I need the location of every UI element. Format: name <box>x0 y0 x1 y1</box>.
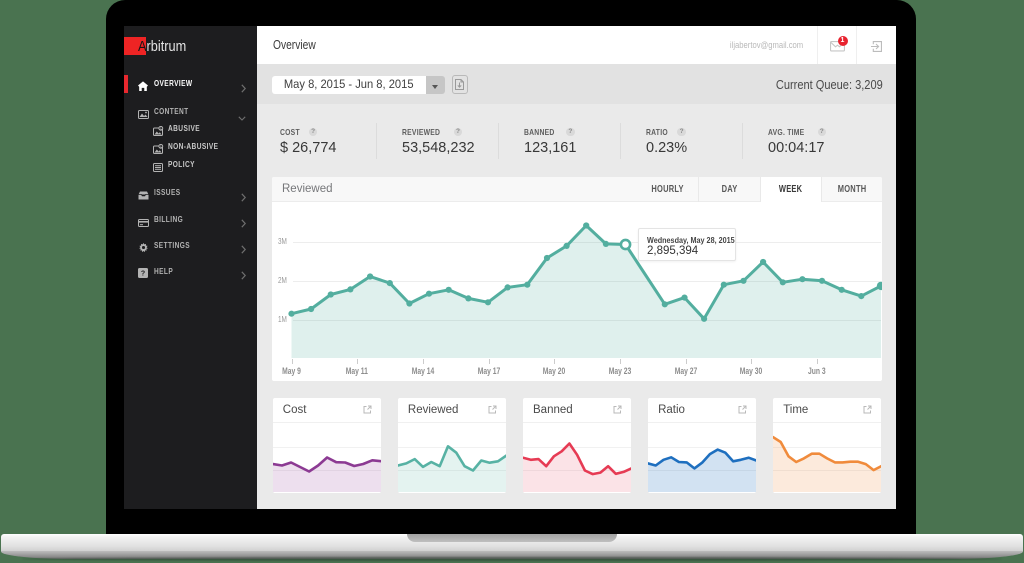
svg-text:?: ? <box>141 271 145 278</box>
